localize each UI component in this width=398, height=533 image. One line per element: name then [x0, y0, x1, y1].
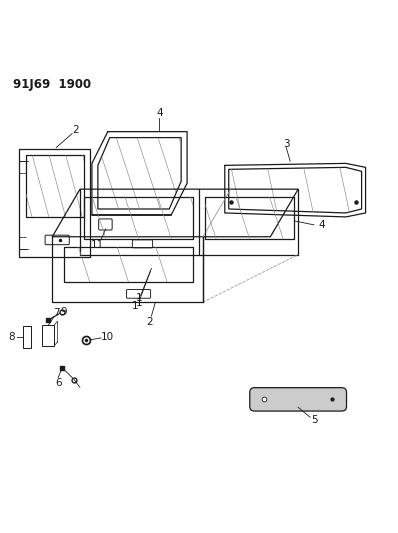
Text: 1: 1	[136, 298, 143, 309]
Text: 2: 2	[73, 125, 79, 135]
Text: 3: 3	[283, 139, 290, 149]
FancyBboxPatch shape	[99, 219, 112, 230]
Text: 4: 4	[319, 220, 325, 230]
Text: 5: 5	[311, 415, 317, 425]
FancyBboxPatch shape	[133, 240, 152, 248]
FancyBboxPatch shape	[45, 235, 69, 245]
Text: 10: 10	[101, 332, 114, 342]
FancyBboxPatch shape	[42, 325, 54, 346]
Text: 11: 11	[91, 240, 105, 249]
FancyBboxPatch shape	[23, 326, 31, 348]
FancyBboxPatch shape	[127, 289, 150, 298]
Text: 7: 7	[53, 308, 60, 318]
Text: 1: 1	[136, 293, 143, 303]
Text: 2: 2	[146, 317, 153, 327]
Text: 6: 6	[55, 378, 62, 387]
Text: 9: 9	[61, 307, 68, 317]
Text: 91J69  1900: 91J69 1900	[13, 78, 91, 91]
Text: 4: 4	[156, 108, 163, 118]
FancyBboxPatch shape	[250, 387, 347, 411]
Text: 8: 8	[8, 332, 15, 342]
Text: 1: 1	[132, 301, 139, 311]
